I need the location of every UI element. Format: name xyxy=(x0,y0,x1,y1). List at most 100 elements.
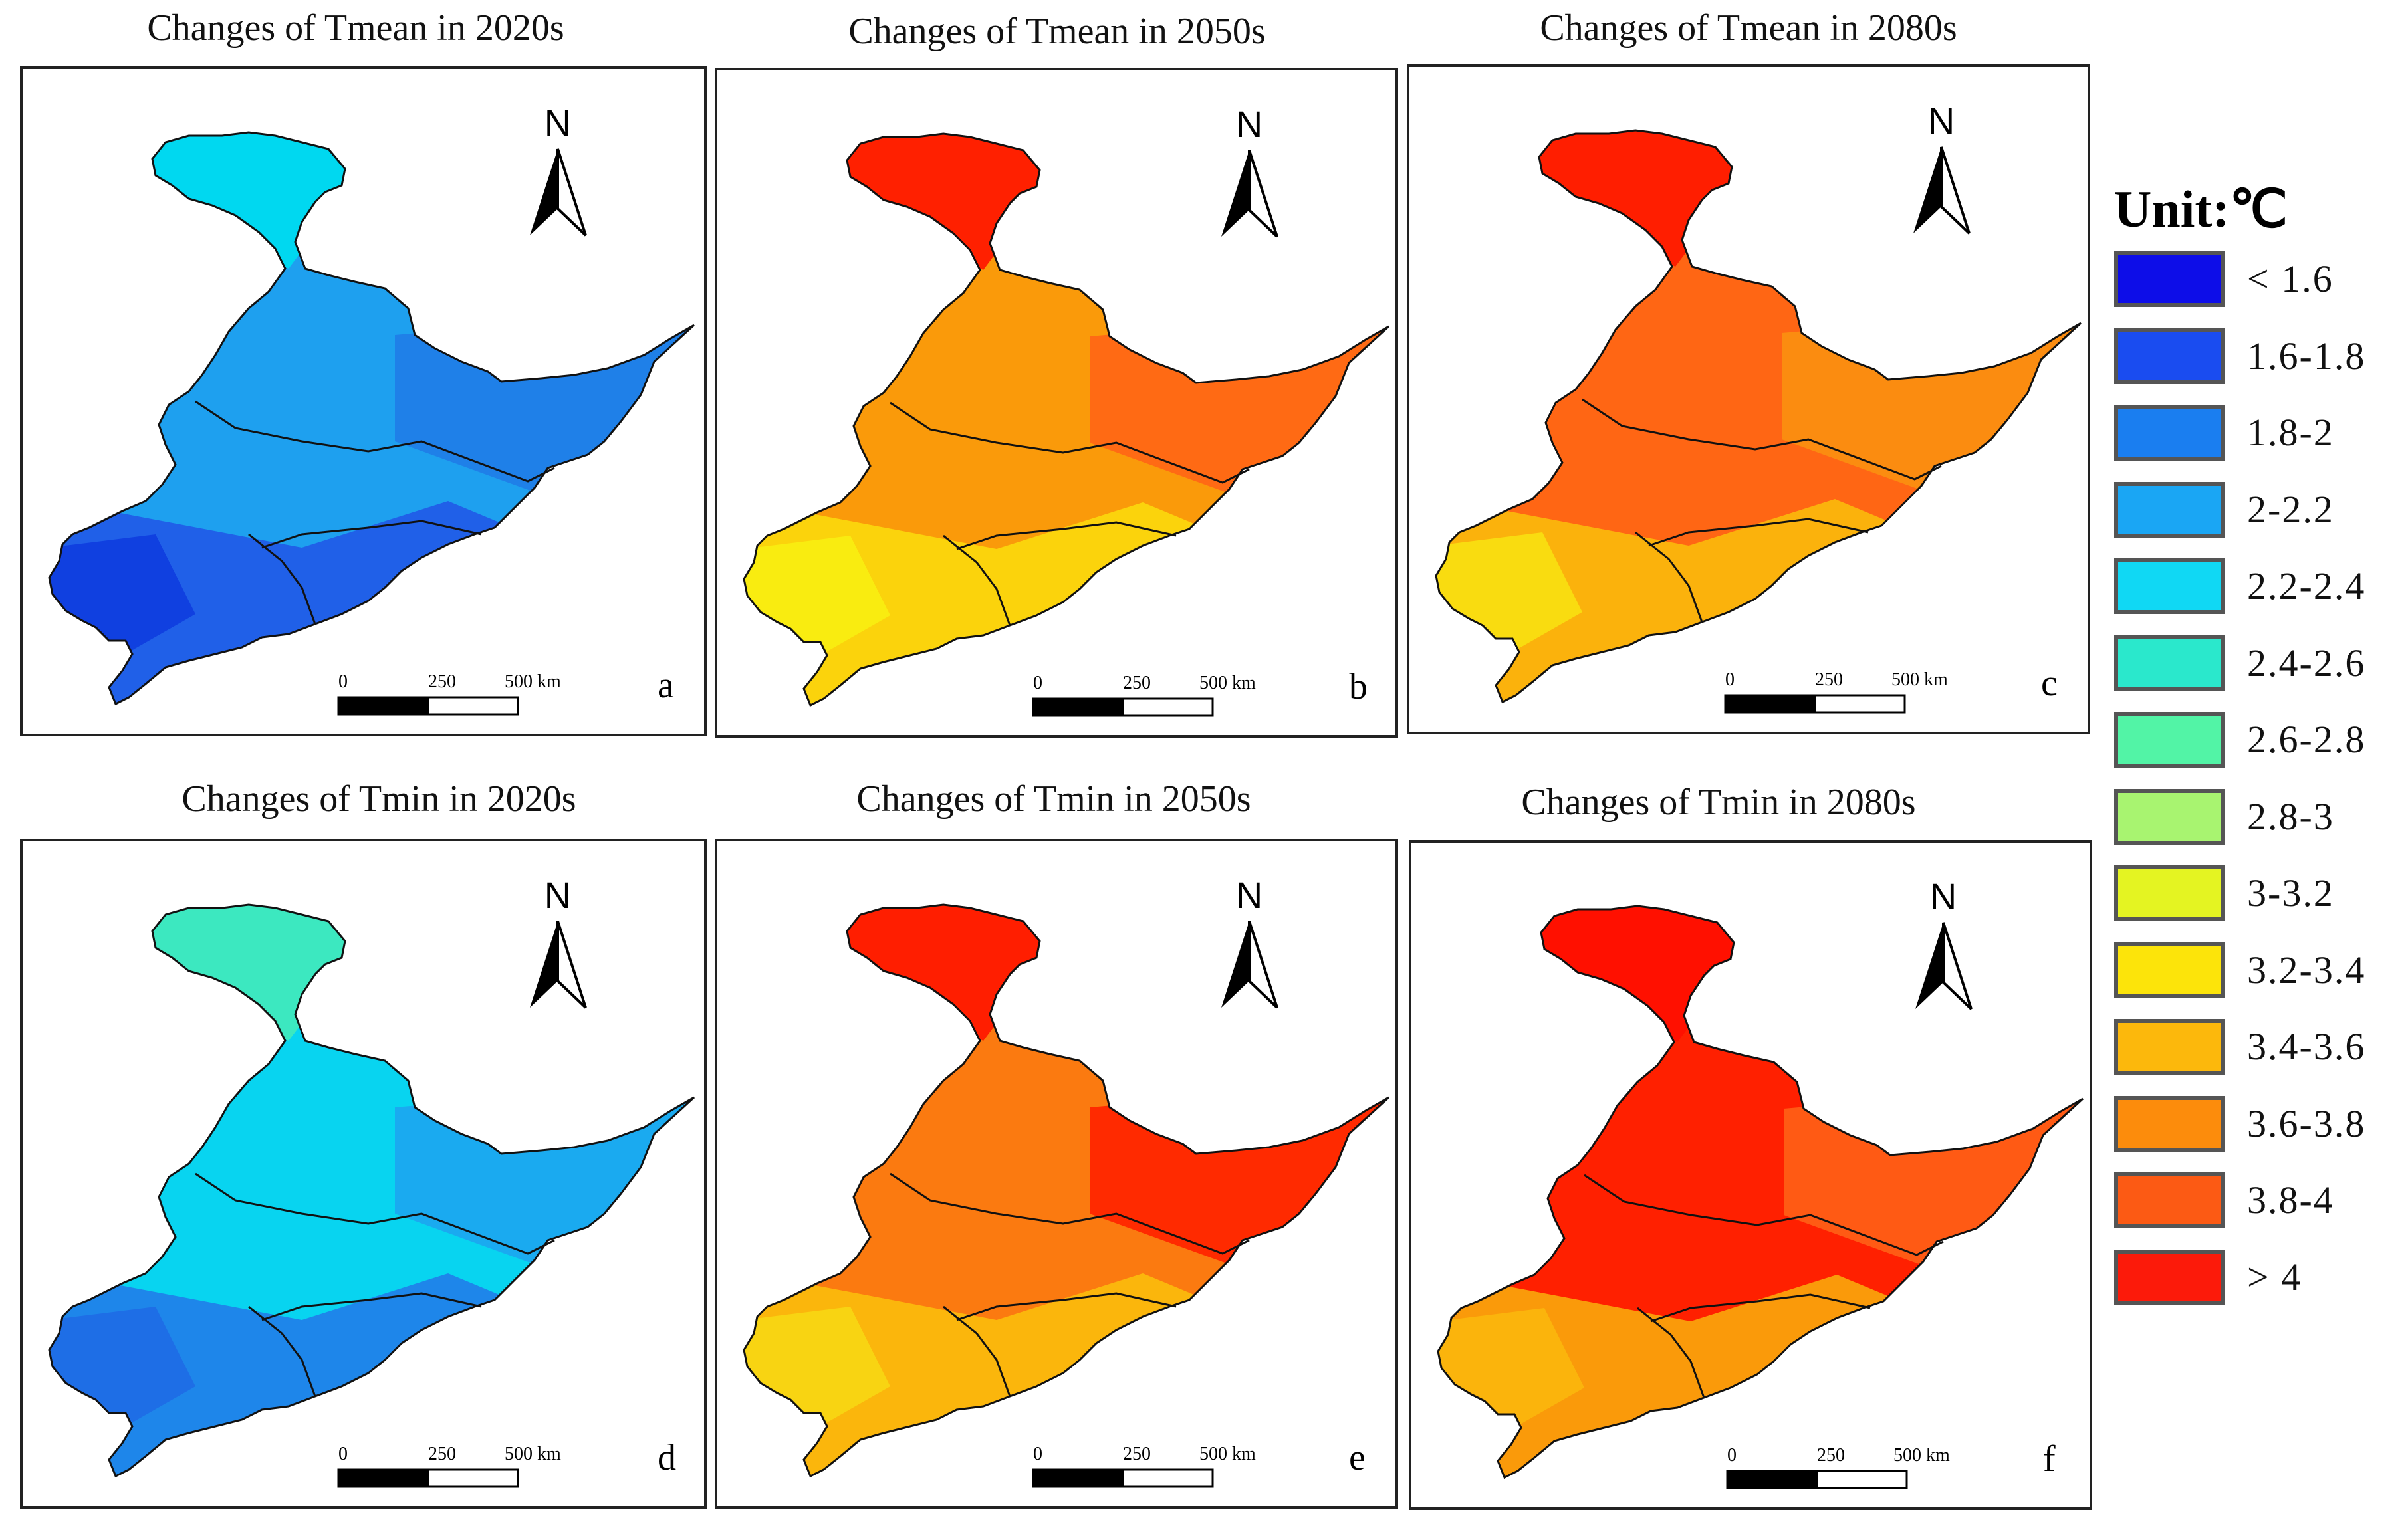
legend-item: > 4 xyxy=(2114,1249,2400,1316)
scale-label: 0 xyxy=(1725,669,1735,690)
north-arrow-icon xyxy=(1913,147,1941,233)
province-border xyxy=(195,1172,555,1255)
region-outline xyxy=(1437,905,2084,1479)
north-label: N xyxy=(544,874,571,916)
province-border xyxy=(261,1292,482,1321)
legend-item: 2.4-2.6 xyxy=(2114,635,2400,702)
legend-label: 1.8-2 xyxy=(2247,411,2334,454)
panel-title-c: Changes of Tmean in 2080s xyxy=(1540,7,1957,49)
scale-bar xyxy=(1724,694,1816,714)
scale-bar xyxy=(1122,697,1214,717)
legend-label: 2.6-2.8 xyxy=(2247,718,2366,761)
legend-label: > 4 xyxy=(2247,1255,2302,1299)
north-arrow-icon xyxy=(1248,150,1278,238)
scale-label: 0 xyxy=(338,671,348,692)
panel-letter: f xyxy=(2043,1438,2056,1479)
legend-label: 3.4-3.6 xyxy=(2247,1025,2366,1068)
scale-bar xyxy=(1816,1470,1908,1489)
province-border xyxy=(1650,1293,1871,1323)
map-svg: N 0 250 500 km d xyxy=(48,874,695,1488)
legend-swatch xyxy=(2114,481,2225,538)
north-arrow-icon xyxy=(1221,921,1249,1008)
region-outline xyxy=(1435,129,2082,704)
legend-swatch xyxy=(2114,712,2225,768)
legend-label: < 1.6 xyxy=(2247,257,2334,300)
region-fill xyxy=(744,905,1389,1476)
region-fill xyxy=(744,134,1389,705)
legend-item: 3.4-3.6 xyxy=(2114,1019,2400,1085)
north-arrow-icon xyxy=(1915,923,1943,1009)
legend-swatch xyxy=(2114,1019,2225,1075)
scale-bar xyxy=(337,696,429,716)
north-label: N xyxy=(544,102,571,144)
map-panel-a: N 0 250 500 km a xyxy=(20,66,707,736)
legend-label: 2.4-2.6 xyxy=(2247,641,2366,685)
province-border xyxy=(1635,531,1703,623)
north-arrow-icon xyxy=(556,921,587,1009)
map-svg: N 0 250 500 km c xyxy=(1435,100,2082,714)
scale-label: 250 xyxy=(428,671,456,692)
region-outline xyxy=(48,131,695,706)
region-fill xyxy=(49,905,694,1476)
legend-label: 3-3.2 xyxy=(2247,871,2334,915)
region-outline xyxy=(743,132,1390,707)
scale-bar xyxy=(1726,1470,1818,1489)
legend-item: 1.8-2 xyxy=(2114,405,2400,471)
scale-bar xyxy=(427,696,519,716)
legend-title: Unit:℃ xyxy=(2114,180,2288,238)
legend-swatch xyxy=(2114,405,2225,461)
north-label: N xyxy=(1928,100,1955,142)
north-arrow-icon xyxy=(1248,921,1278,1009)
legend-swatch xyxy=(2114,942,2225,998)
legend-item: 1.6-1.8 xyxy=(2114,328,2400,395)
scale-label: 0 xyxy=(338,1444,348,1464)
scale-label: 250 xyxy=(1123,673,1151,693)
legend-swatch xyxy=(2114,1249,2225,1305)
panel-title-b: Changes of Tmean in 2050s xyxy=(848,11,1266,52)
panel-title-a: Changes of Tmean in 2020s xyxy=(147,7,564,49)
legend-item: 2-2.2 xyxy=(2114,481,2400,548)
legend-item: 2.6-2.8 xyxy=(2114,712,2400,778)
region-fill xyxy=(1438,906,2083,1477)
panel-letter: c xyxy=(2041,663,2058,704)
legend-swatch xyxy=(2114,558,2225,614)
scale-label: 0 xyxy=(1727,1445,1737,1466)
map-svg: N 0 250 500 km b xyxy=(743,103,1390,717)
legend-swatch xyxy=(2114,251,2225,307)
legend-label: 2-2.2 xyxy=(2247,487,2334,531)
panel-letter: a xyxy=(658,665,674,706)
legend-item: < 1.6 xyxy=(2114,251,2400,318)
scale-bar xyxy=(1032,1468,1124,1488)
legend-swatch xyxy=(2114,788,2225,845)
panel-letter: e xyxy=(1349,1437,1366,1478)
legend-label: 3.2-3.4 xyxy=(2247,948,2366,992)
scale-label: 0 xyxy=(1033,1444,1042,1464)
north-arrow-icon xyxy=(556,148,587,237)
region-outline xyxy=(48,903,695,1478)
panel-letter: d xyxy=(658,1437,676,1478)
province-border xyxy=(248,533,316,625)
scale-label: 500 km xyxy=(1199,1444,1256,1464)
legend-swatch xyxy=(2114,1172,2225,1228)
scale-label: 500 km xyxy=(1893,1445,1950,1466)
region-fill xyxy=(1436,130,2081,702)
scale-bar xyxy=(427,1468,519,1488)
legend-item: 2.8-3 xyxy=(2114,788,2400,855)
map-panel-d: N 0 250 500 km d xyxy=(20,839,707,1509)
scale-label: 500 km xyxy=(1891,669,1948,690)
scale-label: 500 km xyxy=(505,671,561,692)
legend-swatch xyxy=(2114,1095,2225,1152)
legend-label: 2.2-2.4 xyxy=(2247,564,2366,607)
legend-item: 3.8-4 xyxy=(2114,1172,2400,1239)
panel-title-d: Changes of Tmin in 2020s xyxy=(181,778,576,820)
legend-item: 2.2-2.4 xyxy=(2114,558,2400,625)
province-border xyxy=(248,1305,316,1397)
legend-swatch xyxy=(2114,635,2225,691)
province-border xyxy=(890,1172,1250,1255)
province-border xyxy=(195,400,555,483)
map-panel-c: N 0 250 500 km c xyxy=(1407,64,2090,734)
map-svg: N 0 250 500 km e xyxy=(743,874,1390,1488)
map-panel-b: N 0 250 500 km b xyxy=(715,68,1398,738)
region-fill xyxy=(49,132,694,704)
scale-label: 250 xyxy=(1817,1445,1845,1466)
